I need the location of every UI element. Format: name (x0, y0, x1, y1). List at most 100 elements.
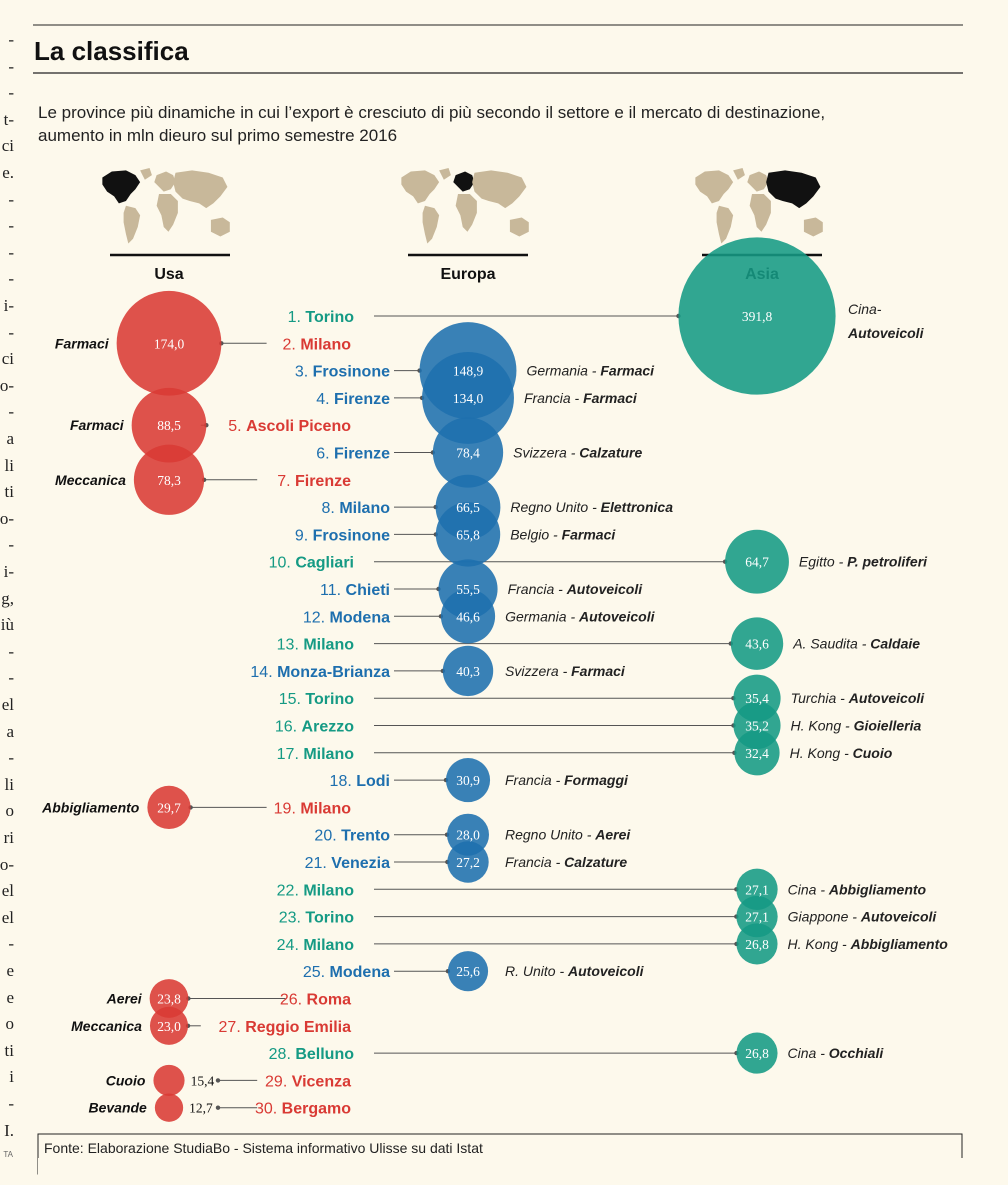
destination-country: H. Kong - (788, 936, 851, 952)
bubble (435, 502, 501, 567)
province-label: 18. Lodi (330, 773, 390, 790)
sector-label: Meccanica (55, 472, 126, 488)
rank-number: 17. (277, 746, 304, 763)
rank-number: 2. (283, 336, 301, 353)
rank-number: 30. (255, 1101, 282, 1118)
value-label: 27,2 (456, 855, 480, 870)
margin-fragment: o- (0, 375, 14, 395)
destination-sector: P. petroliferi (847, 554, 928, 570)
margin-fragment: ci (1, 136, 14, 156)
province-name: Frosinone (313, 364, 390, 381)
margin-fragment: t- (3, 109, 14, 129)
margin-fragment: a (6, 721, 14, 741)
destination-sector: Autoveicoli (848, 690, 926, 706)
bubble (133, 444, 205, 515)
sector-label: Meccanica (71, 1018, 142, 1034)
destination-label: Svizzera - Calzature (513, 445, 642, 461)
province-name: Firenze (334, 391, 390, 408)
destination-label: Giappone - Autoveicoli (788, 909, 938, 925)
value-label: 27,1 (745, 910, 769, 925)
bubble (445, 758, 491, 803)
sector-label: Autoveicoli (847, 325, 925, 341)
province-label: 5. Ascoli Piceno (228, 418, 351, 435)
province-name: Milano (339, 500, 390, 517)
destination-country: Germania - (526, 363, 600, 379)
bubble (432, 417, 504, 488)
province-name: Arezzo (302, 719, 355, 736)
province-label: 2. Milano (283, 336, 352, 353)
rank-number: 26. (280, 992, 307, 1009)
province-label: 21. Venezia (305, 855, 390, 872)
province-name: Cagliari (295, 555, 354, 572)
value-label: 46,6 (456, 609, 480, 624)
value-label: 15,4 (191, 1073, 215, 1088)
rank-number: 18. (330, 773, 357, 790)
province-name: Chieti (346, 582, 390, 599)
province-name: Milano (303, 746, 354, 763)
destination-sector: Autoveicoli (566, 581, 644, 597)
province-name: Torino (305, 691, 354, 708)
bubble (422, 351, 514, 444)
rank-number: 20. (314, 828, 341, 845)
destination-country: Egitto - (799, 554, 847, 570)
province-label: 9. Frosinone (295, 527, 390, 544)
margin-fragment: ti (4, 1040, 14, 1060)
destination-country: Belgio - (510, 526, 561, 542)
province-name: Lodi (356, 773, 390, 790)
destination-label: R. Unito - Autoveicoli (505, 963, 645, 979)
rank-number: 28. (269, 1046, 296, 1063)
destination-sector: Caldaie (870, 636, 920, 652)
province-name: Milano (303, 882, 354, 899)
destination-sector: Gioielleria (854, 718, 922, 734)
destination-label: H. Kong - Abbigliamento (788, 936, 949, 952)
province-label: 11. Chieti (320, 582, 390, 599)
value-label: 28,0 (456, 828, 480, 843)
leader-dot (215, 1105, 221, 1110)
province-name: Belluno (295, 1046, 354, 1063)
destination-country: Giappone - (788, 909, 861, 925)
destination-sector: Occhiali (829, 1045, 885, 1061)
province-label: 3. Frosinone (295, 364, 390, 381)
value-label: 78,3 (157, 473, 181, 488)
bubbles (116, 237, 836, 1122)
destination-country: Francia - (505, 854, 564, 870)
margin-fragment: iù (0, 615, 14, 635)
destination-label: Egitto - P. petroliferi (799, 554, 928, 570)
margin-fragment: - (8, 216, 14, 236)
sector-label: Aerei (106, 991, 143, 1007)
value-label: 40,3 (456, 664, 480, 679)
province-name: Firenze (295, 473, 351, 490)
value-label: 29,7 (157, 800, 181, 815)
province-label: 22. Milano (277, 882, 355, 899)
rank-number: 22. (277, 882, 304, 899)
destination-country: Francia - (505, 772, 564, 788)
destination-sector: Elettronica (601, 499, 674, 515)
destination-label: Francia - Farmaci (524, 390, 638, 406)
rank-number: 24. (277, 937, 304, 954)
destination-country: Regno Unito - (510, 499, 600, 515)
rank-number: 8. (322, 500, 340, 517)
destination-country: A. Saudita - (792, 636, 870, 652)
bubble (149, 979, 189, 1018)
destination-sector: Farmaci (600, 363, 655, 379)
value-label: 27,1 (745, 882, 769, 897)
bubble (734, 730, 780, 776)
province-name: Torino (305, 309, 354, 326)
destination-label: Germania - Autoveicoli (505, 608, 655, 624)
province-name: Ascoli Piceno (246, 418, 351, 435)
province-label: 13. Milano (277, 637, 355, 654)
rank-number: 23. (279, 910, 306, 927)
destination-sector: Calzature (564, 854, 627, 870)
province-label: 25. Modena (303, 964, 390, 981)
bubble (154, 1093, 184, 1122)
province-name: Milano (303, 637, 354, 654)
world-map-icon (695, 168, 823, 244)
rank-number: 6. (316, 446, 334, 463)
margin-fragment: - (8, 641, 14, 661)
bubble (736, 923, 778, 965)
province-label: 29. Vicenza (265, 1073, 351, 1090)
destination-label: Francia - Formaggi (505, 772, 629, 788)
margin-fragment: ci (1, 349, 14, 369)
value-label: 43,6 (745, 637, 769, 652)
province-name: Modena (330, 964, 391, 981)
